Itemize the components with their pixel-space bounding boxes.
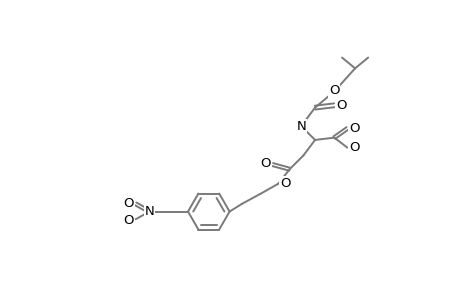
Text: O: O: [260, 157, 270, 170]
Text: N: N: [144, 205, 154, 218]
Text: O: O: [328, 84, 339, 97]
Text: O: O: [123, 196, 134, 210]
Text: N: N: [296, 120, 305, 133]
Text: O: O: [123, 214, 134, 226]
Text: O: O: [348, 141, 359, 154]
Text: O: O: [335, 99, 346, 112]
Text: O: O: [279, 177, 290, 190]
Text: O: O: [348, 122, 359, 135]
